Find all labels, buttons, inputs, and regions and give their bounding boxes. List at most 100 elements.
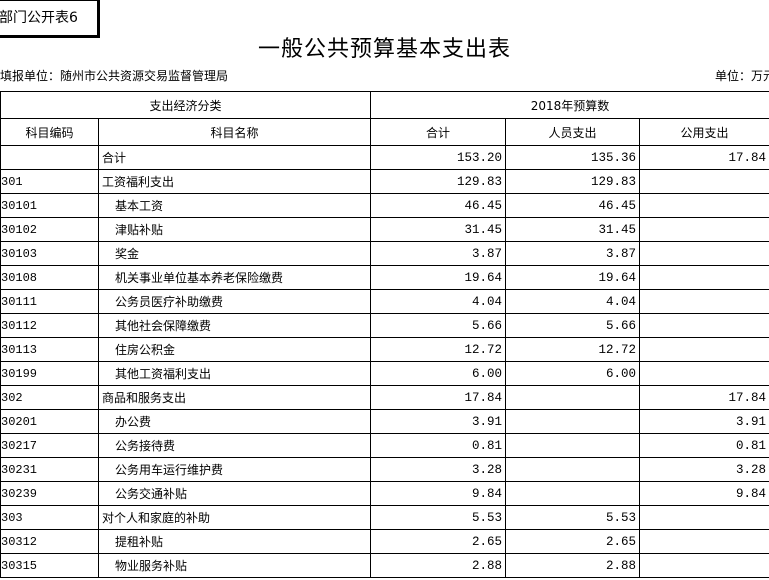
amount-cell — [505, 433, 641, 458]
column-header: 科目名称 — [97, 118, 372, 146]
amount-cell — [639, 169, 769, 194]
amount-cell: 46.45 — [505, 193, 641, 218]
amount-cell: 3.91 — [639, 409, 769, 434]
name-cell: 公务交通补贴 — [97, 481, 372, 506]
amount-cell: 5.53 — [370, 505, 507, 530]
sheet-tag: 部门公开表6 — [0, 0, 100, 38]
budget-table: 支出经济分类 2018年预算数 科目编码 科目名称 合计 人员支出 公用支出 合计 153.20… — [0, 91, 769, 578]
code-cell: 30201 — [0, 409, 99, 434]
data-row: 30102 津贴补贴 31.45 31.45 — [0, 217, 769, 242]
amount-cell: 3.87 — [505, 241, 641, 266]
amount-cell: 3.28 — [370, 457, 507, 482]
code-cell: 30239 — [0, 481, 99, 506]
amount-cell: 9.84 — [370, 481, 507, 506]
header-row: 支出经济分类 2018年预算数 — [0, 91, 769, 119]
data-row: 30201 办公费 3.91 3.91 — [0, 409, 769, 434]
data-row: 30239 公务交通补贴 9.84 9.84 — [0, 481, 769, 506]
code-cell — [0, 145, 99, 170]
amount-cell — [639, 361, 769, 386]
code-cell: 303 — [0, 505, 99, 530]
data-row: 30112 其他社会保障缴费 5.66 5.66 — [0, 313, 769, 338]
name-cell: 商品和服务支出 — [97, 385, 372, 410]
amount-cell: 2.65 — [370, 529, 507, 554]
amount-cell: 31.45 — [370, 217, 507, 242]
column-header: 人员支出 — [505, 118, 641, 146]
name-cell: 津贴补贴 — [97, 217, 372, 242]
amount-cell — [639, 217, 769, 242]
name-cell: 其他社会保障缴费 — [97, 313, 372, 338]
name-cell: 奖金 — [97, 241, 372, 266]
amount-cell — [639, 193, 769, 218]
name-cell: 住房公积金 — [97, 337, 372, 362]
amount-cell: 19.64 — [370, 265, 507, 290]
amount-cell: 46.45 — [370, 193, 507, 218]
amount-cell: 153.20 — [370, 145, 507, 170]
amount-cell: 4.04 — [370, 289, 507, 314]
amount-cell: 5.53 — [505, 505, 641, 530]
name-cell: 提租补贴 — [97, 529, 372, 554]
data-row: 30103 奖金 3.87 3.87 — [0, 241, 769, 266]
header-row: 科目编码 科目名称 合计 人员支出 公用支出 — [0, 118, 769, 146]
amount-cell: 0.81 — [639, 433, 769, 458]
name-cell: 机关事业单位基本养老保险缴费 — [97, 265, 372, 290]
data-row: 30111 公务员医疗补助缴费 4.04 4.04 — [0, 289, 769, 314]
name-cell: 基本工资 — [97, 193, 372, 218]
amount-cell: 4.04 — [505, 289, 641, 314]
amount-cell: 2.65 — [505, 529, 641, 554]
amount-cell: 129.83 — [370, 169, 507, 194]
code-cell: 30111 — [0, 289, 99, 314]
name-cell: 公务用车运行维护费 — [97, 457, 372, 482]
amount-cell — [639, 265, 769, 290]
code-cell: 30102 — [0, 217, 99, 242]
amount-cell: 129.83 — [505, 169, 641, 194]
amount-cell: 19.64 — [505, 265, 641, 290]
code-cell: 30315 — [0, 553, 99, 578]
page-title: 一般公共预算基本支出表 — [257, 37, 511, 62]
code-cell: 301 — [0, 169, 99, 194]
name-cell: 公务员医疗补助缴费 — [97, 289, 372, 314]
amount-cell — [639, 553, 769, 578]
amount-cell: 6.00 — [370, 361, 507, 386]
code-cell: 30101 — [0, 193, 99, 218]
name-cell: 物业服务补贴 — [97, 553, 372, 578]
column-header: 合计 — [370, 118, 507, 146]
group-header: 2018年预算数 — [370, 91, 769, 119]
column-header: 科目编码 — [0, 118, 99, 146]
amount-cell — [639, 289, 769, 314]
data-row: 30113 住房公积金 12.72 12.72 — [0, 337, 769, 362]
amount-cell — [505, 457, 641, 482]
data-row: 301 工资福利支出 129.83 129.83 — [0, 169, 769, 194]
amount-cell: 3.91 — [370, 409, 507, 434]
name-cell: 工资福利支出 — [97, 169, 372, 194]
amount-cell: 17.84 — [370, 385, 507, 410]
code-cell: 30112 — [0, 313, 99, 338]
amount-cell: 6.00 — [505, 361, 641, 386]
code-cell: 30113 — [0, 337, 99, 362]
amount-cell: 17.84 — [639, 385, 769, 410]
data-row: 30231 公务用车运行维护费 3.28 3.28 — [0, 457, 769, 482]
unit: 单位：万元 — [714, 69, 769, 83]
data-row: 30315 物业服务补贴 2.88 2.88 — [0, 553, 769, 578]
code-cell: 302 — [0, 385, 99, 410]
code-cell: 30103 — [0, 241, 99, 266]
unit-org: 填报单位：随州市公共资源交易监督管理局 — [0, 69, 229, 83]
amount-cell — [639, 337, 769, 362]
amount-cell: 17.84 — [639, 145, 769, 170]
amount-cell — [505, 385, 641, 410]
amount-cell: 12.72 — [505, 337, 641, 362]
data-row: 30101 基本工资 46.45 46.45 — [0, 193, 769, 218]
amount-cell: 31.45 — [505, 217, 641, 242]
amount-cell: 5.66 — [505, 313, 641, 338]
amount-cell: 2.88 — [505, 553, 641, 578]
data-row: 合计 153.20 135.36 17.84 — [0, 145, 769, 170]
amount-cell — [639, 241, 769, 266]
column-header: 公用支出 — [639, 118, 769, 146]
code-cell: 30217 — [0, 433, 99, 458]
code-cell: 30199 — [0, 361, 99, 386]
name-cell: 合计 — [97, 145, 372, 170]
amount-cell — [639, 505, 769, 530]
amount-cell: 0.81 — [370, 433, 507, 458]
amount-cell — [505, 481, 641, 506]
data-row: 30108 机关事业单位基本养老保险缴费 19.64 19.64 — [0, 265, 769, 290]
